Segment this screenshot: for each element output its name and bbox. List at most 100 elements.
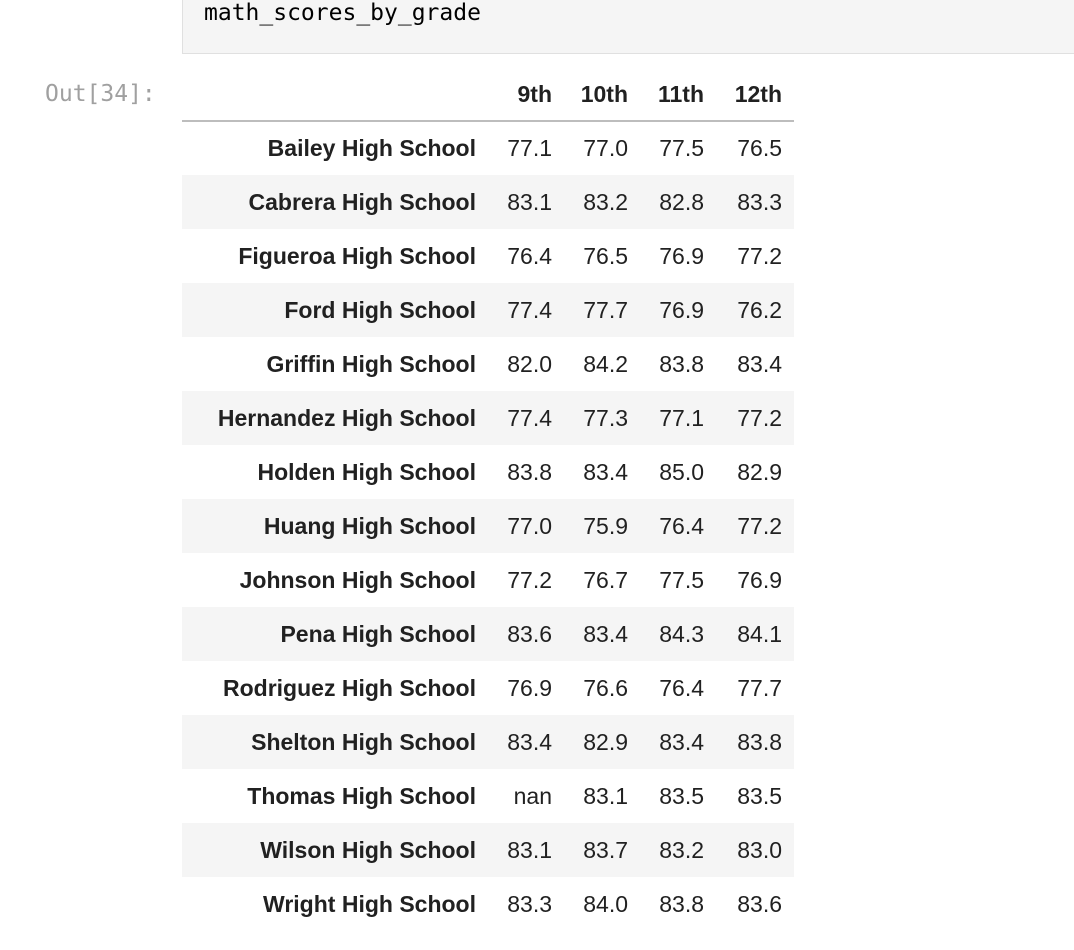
table-cell: 76.2	[737, 296, 782, 323]
table-cell: 77.7	[737, 674, 782, 701]
table-cell: 85.0	[659, 458, 704, 485]
table-row: Wright High School 83.3 84.0 83.8 83.6	[182, 877, 794, 931]
table-row: Johnson High School 77.2 76.7 77.5 76.9	[182, 553, 794, 607]
dataframe-table: 9th 10th 11th 12th Bailey High School 77.…	[182, 68, 794, 931]
table-cell: 83.8	[737, 728, 782, 755]
table-row: Shelton High School 83.4 82.9 83.4 83.8	[182, 715, 794, 769]
table-cell: 82.8	[659, 188, 704, 215]
table-cell: 84.3	[659, 620, 704, 647]
table-cell: nan	[513, 782, 552, 809]
table-cell: 77.0	[583, 135, 628, 161]
row-index-label: Huang High School	[263, 512, 476, 539]
table-cell: 76.9	[659, 296, 704, 323]
table-cell: 83.8	[659, 890, 704, 917]
table-cell: 84.0	[583, 890, 628, 917]
table-cell: 83.5	[659, 782, 704, 809]
row-index-label: Shelton High School	[251, 728, 476, 755]
table-cell: 76.6	[583, 674, 628, 701]
table-cell: 77.7	[583, 296, 628, 323]
row-index-label: Rodriguez High School	[223, 674, 476, 701]
table-cell: 76.5	[737, 135, 782, 161]
column-header: 9th	[488, 68, 564, 122]
table-cell: 76.7	[583, 566, 628, 593]
table-cell: 82.9	[583, 728, 628, 755]
table-cell: 83.6	[737, 890, 782, 917]
table-cell: 76.9	[507, 674, 552, 701]
table-cell: 84.2	[583, 350, 628, 377]
table-row: Cabrera High School 83.1 83.2 82.8 83.3	[182, 175, 794, 229]
table-cell: 83.7	[583, 836, 628, 863]
table-cell: 83.4	[737, 350, 782, 377]
table-cell: 83.6	[507, 620, 552, 647]
row-index-label: Hernandez High School	[217, 404, 476, 431]
row-index-label: Bailey High School	[267, 135, 476, 161]
row-index-label: Wright High School	[263, 890, 476, 917]
table-row: Bailey High School 77.1 77.0 77.5 76.5	[182, 121, 794, 175]
row-index-label: Johnson High School	[239, 566, 476, 593]
table-cell: 77.1	[507, 135, 552, 161]
table-row: Ford High School 77.4 77.7 76.9 76.2	[182, 283, 794, 337]
table-row: Figueroa High School 76.4 76.5 76.9 77.2	[182, 229, 794, 283]
table-cell: 82.0	[507, 350, 552, 377]
table-cell: 83.2	[659, 836, 704, 863]
row-index-label: Figueroa High School	[238, 242, 476, 269]
row-index-label: Cabrera High School	[248, 188, 476, 215]
table-cell: 76.9	[737, 566, 782, 593]
table-cell: 83.1	[507, 188, 552, 215]
table-row: Rodriguez High School 76.9 76.6 76.4 77.7	[182, 661, 794, 715]
row-index-label: Griffin High School	[266, 350, 476, 377]
column-header: 11th	[640, 68, 716, 122]
table-cell: 83.1	[583, 782, 628, 809]
table-body: Bailey High School 77.1 77.0 77.5 76.5 Cabrer…	[182, 121, 794, 931]
table-cell: 83.4	[583, 458, 628, 485]
table-row: Griffin High School 82.0 84.2 83.8 83.4	[182, 337, 794, 391]
table-cell: 77.4	[507, 296, 552, 323]
table-cell: 77.5	[659, 566, 704, 593]
index-header	[182, 68, 488, 122]
table-cell: 82.9	[737, 458, 782, 485]
output-prompt: Out[34]:	[45, 81, 156, 107]
table-cell: 76.9	[659, 242, 704, 269]
row-index-label: Thomas High School	[247, 782, 476, 809]
row-index-label: Wilson High School	[260, 836, 476, 863]
table-cell: 76.4	[659, 512, 704, 539]
code-input-cell[interactable]: math_scores_by_grade	[182, 0, 1074, 54]
table-cell: 77.0	[507, 512, 552, 539]
table-cell: 83.0	[737, 836, 782, 863]
table-cell: 83.8	[659, 350, 704, 377]
table-cell: 83.2	[583, 188, 628, 215]
row-index-label: Ford High School	[284, 296, 476, 323]
table-cell: 77.3	[583, 404, 628, 431]
table-cell: 83.4	[507, 728, 552, 755]
code-line: math_scores_by_grade	[204, 0, 481, 26]
table-cell: 84.1	[737, 620, 782, 647]
table-cell: 83.8	[507, 458, 552, 485]
table-cell: 77.2	[737, 242, 782, 269]
table-cell: 75.9	[583, 512, 628, 539]
table-cell: 83.3	[507, 890, 552, 917]
table-row: Pena High School 83.6 83.4 84.3 84.1	[182, 607, 794, 661]
table-cell: 77.4	[507, 404, 552, 431]
column-header: 10th	[564, 68, 640, 122]
table-cell: 77.2	[737, 404, 782, 431]
column-header: 12th	[716, 68, 794, 122]
table-row: Wilson High School 83.1 83.7 83.2 83.0	[182, 823, 794, 877]
table-row: Hernandez High School 77.4 77.3 77.1 77.2	[182, 391, 794, 445]
table-cell: 83.4	[583, 620, 628, 647]
table-cell: 76.4	[659, 674, 704, 701]
row-index-label: Pena High School	[280, 620, 476, 647]
table-cell: 77.2	[737, 512, 782, 539]
table-cell: 83.3	[737, 188, 782, 215]
table-row: Holden High School 83.8 83.4 85.0 82.9	[182, 445, 794, 499]
table-row: Huang High School 77.0 75.9 76.4 77.2	[182, 499, 794, 553]
table-row: Thomas High School nan 83.1 83.5 83.5	[182, 769, 794, 823]
table-cell: 76.5	[583, 242, 628, 269]
table-cell: 83.4	[659, 728, 704, 755]
table-cell: 77.5	[659, 135, 704, 161]
table-cell: 83.5	[737, 782, 782, 809]
table-cell: 83.1	[507, 836, 552, 863]
table-cell: 76.4	[507, 242, 552, 269]
table-header-row: 9th 10th 11th 12th	[182, 68, 794, 122]
table-cell: 77.1	[659, 404, 704, 431]
row-index-label: Holden High School	[257, 458, 477, 485]
